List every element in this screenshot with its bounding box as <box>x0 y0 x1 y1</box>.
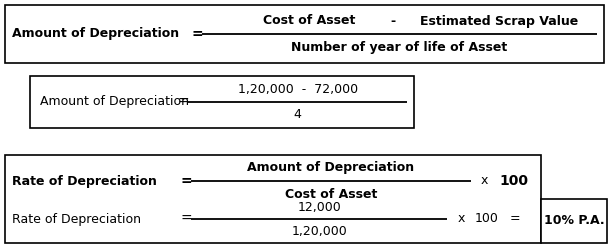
Bar <box>30 76 414 128</box>
Bar <box>5 5 604 63</box>
Text: =: = <box>181 174 192 188</box>
Text: x: x <box>481 174 488 187</box>
Text: =: = <box>509 213 520 226</box>
Text: Rate of Depreciation: Rate of Depreciation <box>12 213 141 226</box>
Text: 12,000: 12,000 <box>297 200 341 214</box>
Text: Rate of Depreciation: Rate of Depreciation <box>12 174 157 187</box>
Text: 100: 100 <box>500 174 528 188</box>
Text: 1,20,000: 1,20,000 <box>291 225 347 237</box>
Text: 100: 100 <box>474 213 498 226</box>
Bar <box>5 155 541 243</box>
Text: Amount of Depreciation: Amount of Depreciation <box>12 28 179 41</box>
Text: =: = <box>178 95 189 109</box>
Text: Cost of Asset: Cost of Asset <box>285 187 377 200</box>
Text: 10% P.A.: 10% P.A. <box>544 215 604 228</box>
Text: 4: 4 <box>294 108 302 122</box>
Text: Cost of Asset: Cost of Asset <box>264 15 356 28</box>
Text: Estimated Scrap Value: Estimated Scrap Value <box>420 15 579 28</box>
Text: Number of year of life of Asset: Number of year of life of Asset <box>291 41 508 53</box>
Text: Amount of Depreciation: Amount of Depreciation <box>40 95 189 108</box>
Bar <box>541 199 607 243</box>
Text: =: = <box>181 212 192 226</box>
Text: Amount of Depreciation: Amount of Depreciation <box>248 162 414 174</box>
Text: =: = <box>192 27 204 41</box>
Text: -: - <box>390 15 395 28</box>
Text: x: x <box>457 213 465 226</box>
Text: 1,20,000  -  72,000: 1,20,000 - 72,000 <box>237 82 357 95</box>
